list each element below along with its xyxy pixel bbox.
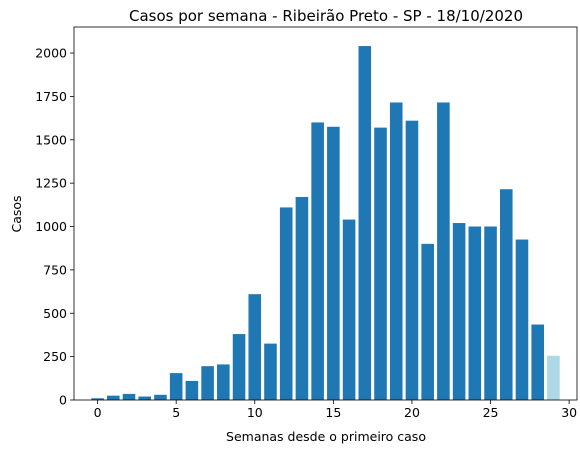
bar-week-25: [484, 226, 497, 400]
bar-week-1: [107, 395, 120, 400]
y-axis-label: Casos: [9, 195, 24, 232]
bar-week-26: [499, 189, 513, 400]
x-tick-label: 15: [325, 405, 341, 420]
bar-week-8: [217, 364, 230, 400]
bar-week-6: [185, 380, 199, 400]
bar-week-18: [374, 127, 387, 400]
bar-week-10: [248, 294, 262, 400]
bar-week-7: [201, 366, 214, 400]
bar-week-28: [531, 324, 544, 400]
bar-week-24: [468, 226, 482, 400]
bar-week-11: [264, 343, 277, 400]
y-tick-label: 250: [43, 349, 67, 364]
bar-week-27: [515, 239, 529, 400]
bar-week-16: [342, 219, 356, 400]
bar-week-14: [311, 122, 324, 400]
bars: [91, 46, 560, 401]
bar-week-21: [421, 243, 434, 400]
bar-week-4: [154, 394, 167, 400]
bar-week-15: [327, 126, 340, 401]
y-tick-label: 2000: [35, 46, 67, 61]
bar-week-20: [405, 120, 419, 401]
y-tick-label: 1000: [35, 219, 67, 234]
x-axis-label: Semanas desde o primeiro caso: [226, 429, 426, 444]
bar-week-19: [389, 102, 403, 401]
bar-week-5: [169, 373, 183, 400]
bar-week-23: [452, 223, 466, 400]
x-tick-label: 0: [94, 405, 102, 420]
y-tick-label: 1500: [35, 132, 67, 147]
x-tick-label: 5: [172, 405, 180, 420]
bar-week-12: [279, 207, 293, 400]
x-tick-label: 30: [561, 405, 577, 420]
bar-week-0: [91, 398, 104, 400]
bar-week-13: [295, 197, 309, 400]
x-tick-label: 25: [483, 405, 499, 420]
y-tick-label: 500: [43, 306, 67, 321]
y-tick-label: 750: [43, 262, 67, 277]
bar-week-17: [358, 46, 372, 401]
x-axis: 0 5 10 15 20 25 30: [94, 400, 577, 420]
y-tick-label: 0: [59, 393, 67, 408]
bar-week-2: [122, 393, 136, 400]
x-tick-label: 20: [404, 405, 420, 420]
x-tick-label: 10: [247, 405, 263, 420]
bar-week-22: [437, 102, 450, 401]
y-tick-label: 1250: [35, 176, 67, 191]
bar-week-9: [232, 334, 246, 400]
bar-week-29: [547, 355, 560, 400]
chart-title: Casos por semana - Ribeirão Preto - SP -…: [129, 7, 523, 25]
y-axis: 0 250 500 750 1000 1250 1500 1750 2000: [35, 46, 74, 408]
plot-frame: [73, 26, 578, 401]
bar-week-3: [138, 396, 152, 400]
y-tick-label: 1750: [35, 89, 67, 104]
